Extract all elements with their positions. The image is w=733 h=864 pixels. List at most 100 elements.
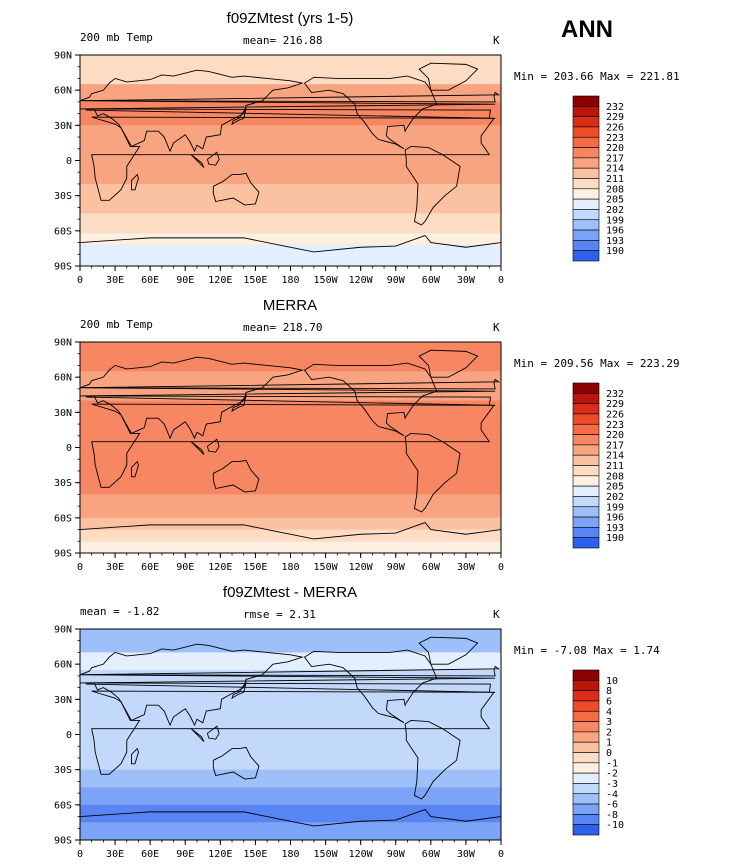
x-tick-label: 90W — [387, 275, 406, 286]
colorbar-level-label: 205 — [606, 482, 624, 493]
colorbar-level-label: 202 — [606, 492, 624, 503]
colorbar-level-label: 4 — [606, 707, 612, 718]
x-tick-label: 150W — [314, 562, 339, 573]
coastline — [206, 725, 220, 740]
colorbar-swatch — [572, 116, 600, 128]
contour-band — [80, 541, 501, 553]
contour-band — [80, 769, 501, 788]
panel-center-label: rmse = 2.31 — [243, 608, 316, 621]
colorbar-level-label: -1 — [606, 758, 618, 769]
colorbar-swatch — [572, 219, 600, 231]
colorbar-level-label: -6 — [606, 800, 618, 811]
contour-band — [80, 670, 501, 712]
x-tick-label: 30W — [457, 849, 476, 860]
colorbar-level-label: -10 — [606, 820, 624, 831]
contour-band — [80, 400, 501, 495]
colorbar-swatch — [572, 178, 600, 190]
colorbar-swatch — [572, 403, 600, 415]
contour-band — [80, 529, 501, 542]
colorbar-swatch — [572, 434, 600, 446]
contour-band — [80, 244, 501, 266]
x-tick-label: 30E — [106, 849, 124, 860]
contour-band — [80, 213, 501, 234]
contour-band — [80, 125, 501, 184]
x-tick-label: 120E — [208, 562, 232, 573]
contour-band — [80, 101, 501, 126]
x-tick-label: 60E — [141, 849, 159, 860]
x-tick-label: 180 — [281, 849, 299, 860]
contour-band — [80, 342, 501, 372]
colorbar-swatch — [572, 229, 600, 241]
colorbar-swatch — [572, 198, 600, 210]
colorbar-level-label: 223 — [606, 420, 624, 431]
coastline — [404, 719, 461, 800]
colorbar-level-label: 2 — [606, 727, 612, 738]
contour-band — [80, 804, 501, 823]
colorbar-swatch — [572, 475, 600, 487]
contour-band — [80, 55, 501, 85]
colorbar-level-label: 226 — [606, 122, 624, 133]
colorbar-level-label: 8 — [606, 686, 612, 697]
colorbar-swatch — [572, 669, 600, 681]
contour-band — [80, 629, 501, 653]
x-tick-label: 0 — [77, 562, 83, 573]
x-tick-label: 30W — [457, 275, 476, 286]
x-tick-label: 120E — [208, 849, 232, 860]
panel-title: f09ZMtest (yrs 1-5) — [226, 10, 354, 27]
y-tick-label: 90S — [54, 262, 72, 273]
colorbar-swatch — [572, 393, 600, 404]
contour-band — [80, 494, 501, 518]
panel-center-label: mean= 218.70 — [243, 321, 323, 334]
colorbar-swatch — [572, 803, 600, 815]
y-tick-label: 60S — [54, 226, 72, 237]
x-tick-label: 60W — [422, 849, 441, 860]
panel-left-label: 200 mb Temp — [80, 31, 153, 44]
colorbar-swatch — [572, 762, 600, 774]
map-frame — [79, 54, 502, 267]
colorbar-swatch — [572, 731, 600, 743]
x-tick-label: 30E — [106, 562, 124, 573]
y-tick-label: 60N — [54, 660, 72, 671]
colorbar-level-label: -2 — [606, 769, 618, 780]
contour-band — [80, 233, 501, 245]
contour-band — [80, 822, 501, 840]
colorbar-swatch — [572, 444, 600, 456]
contour-band — [80, 517, 501, 530]
colorbar-level-label: 220 — [606, 430, 624, 441]
x-tick-label: 0 — [498, 849, 504, 860]
colorbar-swatch — [572, 516, 600, 528]
coastline — [80, 521, 501, 553]
x-tick-label: 90E — [176, 562, 194, 573]
colorbar-swatch — [572, 783, 600, 795]
colorbar-swatch — [572, 485, 600, 497]
min-max-label: Min = 209.56 Max = 223.29 — [514, 357, 680, 370]
coastline — [404, 145, 461, 226]
colorbar-level-label: 199 — [606, 215, 624, 226]
colorbar-swatch — [572, 690, 600, 702]
y-tick-label: 30N — [54, 121, 72, 132]
panel-left-label: 200 mb Temp — [80, 318, 153, 331]
x-tick-label: 30W — [457, 562, 476, 573]
colorbar-swatch — [572, 527, 600, 538]
colorbar-level-label: 199 — [606, 502, 624, 513]
colorbar-swatch — [572, 167, 600, 179]
coastline — [404, 432, 461, 513]
panel-title: f09ZMtest - MERRA — [222, 584, 358, 601]
colorbar-level-label: 220 — [606, 143, 624, 154]
colorbar-level-label: 214 — [606, 164, 624, 175]
colorbar-level-label: 205 — [606, 195, 624, 206]
y-tick-label: 30S — [54, 191, 72, 202]
colorbar-swatch — [572, 506, 600, 518]
colorbar-swatch — [572, 772, 600, 784]
colorbar-level-label: 10 — [606, 676, 618, 687]
colorbar-level-label: 214 — [606, 451, 624, 462]
coastline — [131, 460, 139, 478]
x-tick-label: 150W — [314, 849, 339, 860]
contour-band — [80, 652, 501, 671]
coastline — [212, 746, 260, 780]
panel-center-label: mean= 216.88 — [243, 34, 323, 47]
y-tick-label: 60N — [54, 86, 72, 97]
